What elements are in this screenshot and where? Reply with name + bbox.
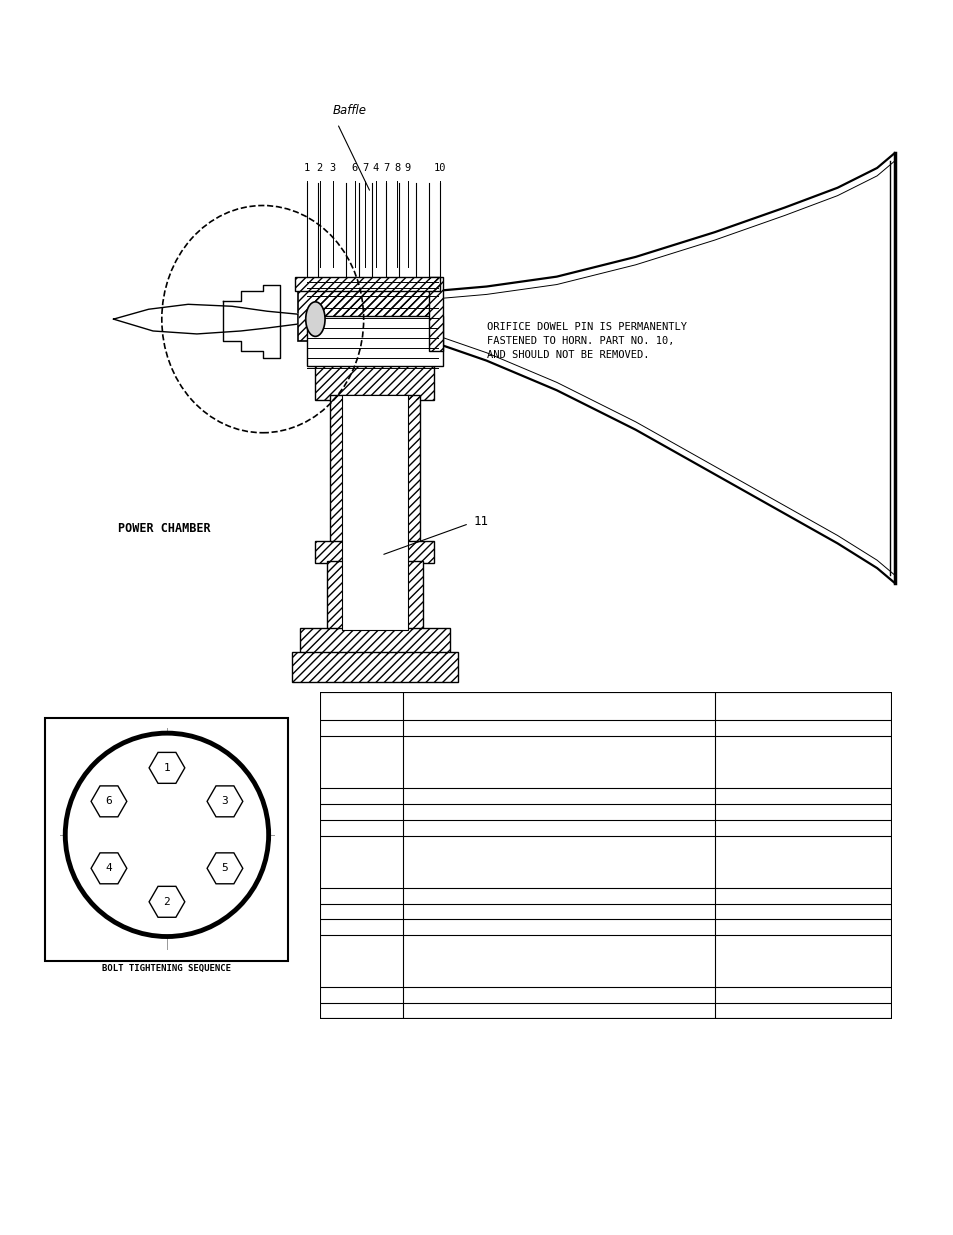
Text: 5: 5	[221, 863, 228, 873]
Text: 2: 2	[316, 163, 322, 173]
Bar	[315, 541, 434, 563]
Bar	[297, 287, 437, 341]
Bar	[315, 541, 434, 563]
Text: 2: 2	[163, 897, 171, 906]
Bar	[315, 345, 434, 400]
Text: 11: 11	[473, 515, 488, 529]
Bar	[297, 287, 437, 341]
Bar	[327, 561, 423, 630]
Text: 7: 7	[383, 163, 389, 173]
Bar	[300, 629, 449, 655]
Text: 9: 9	[404, 163, 410, 173]
Text: 6: 6	[352, 163, 357, 173]
Text: BOLT TIGHTENING SEQUENCE: BOLT TIGHTENING SEQUENCE	[102, 963, 232, 973]
Text: 8: 8	[394, 163, 399, 173]
Text: 3: 3	[330, 163, 335, 173]
Bar	[327, 561, 423, 630]
Bar	[315, 345, 434, 400]
Text: ORIFICE DOWEL PIN IS PERMANENTLY
FASTENED TO HORN. PART NO. 10,
AND SHOULD NOT B: ORIFICE DOWEL PIN IS PERMANENTLY FASTENE…	[486, 322, 686, 359]
Bar	[429, 277, 442, 351]
Text: 6: 6	[106, 797, 112, 806]
Bar	[429, 277, 442, 351]
Bar	[341, 395, 408, 630]
Text: 1: 1	[163, 763, 171, 773]
Polygon shape	[113, 304, 297, 333]
Text: 4: 4	[373, 163, 378, 173]
Bar	[306, 316, 442, 366]
Text: Baffle: Baffle	[333, 104, 367, 116]
Text: 3: 3	[221, 797, 228, 806]
Text: 1: 1	[303, 163, 310, 173]
Text: 4: 4	[106, 863, 112, 873]
Polygon shape	[223, 284, 280, 358]
Bar	[330, 395, 419, 543]
Text: 10: 10	[434, 163, 446, 173]
Bar	[315, 285, 434, 341]
Bar	[294, 277, 439, 291]
Bar	[300, 629, 449, 655]
Ellipse shape	[65, 734, 269, 936]
Bar	[294, 277, 439, 291]
Bar	[292, 652, 458, 682]
Bar	[315, 285, 434, 341]
Ellipse shape	[305, 301, 325, 336]
Bar	[292, 652, 458, 682]
Bar	[330, 395, 419, 543]
Text: POWER CHAMBER: POWER CHAMBER	[118, 522, 211, 535]
Text: 7: 7	[362, 163, 368, 173]
